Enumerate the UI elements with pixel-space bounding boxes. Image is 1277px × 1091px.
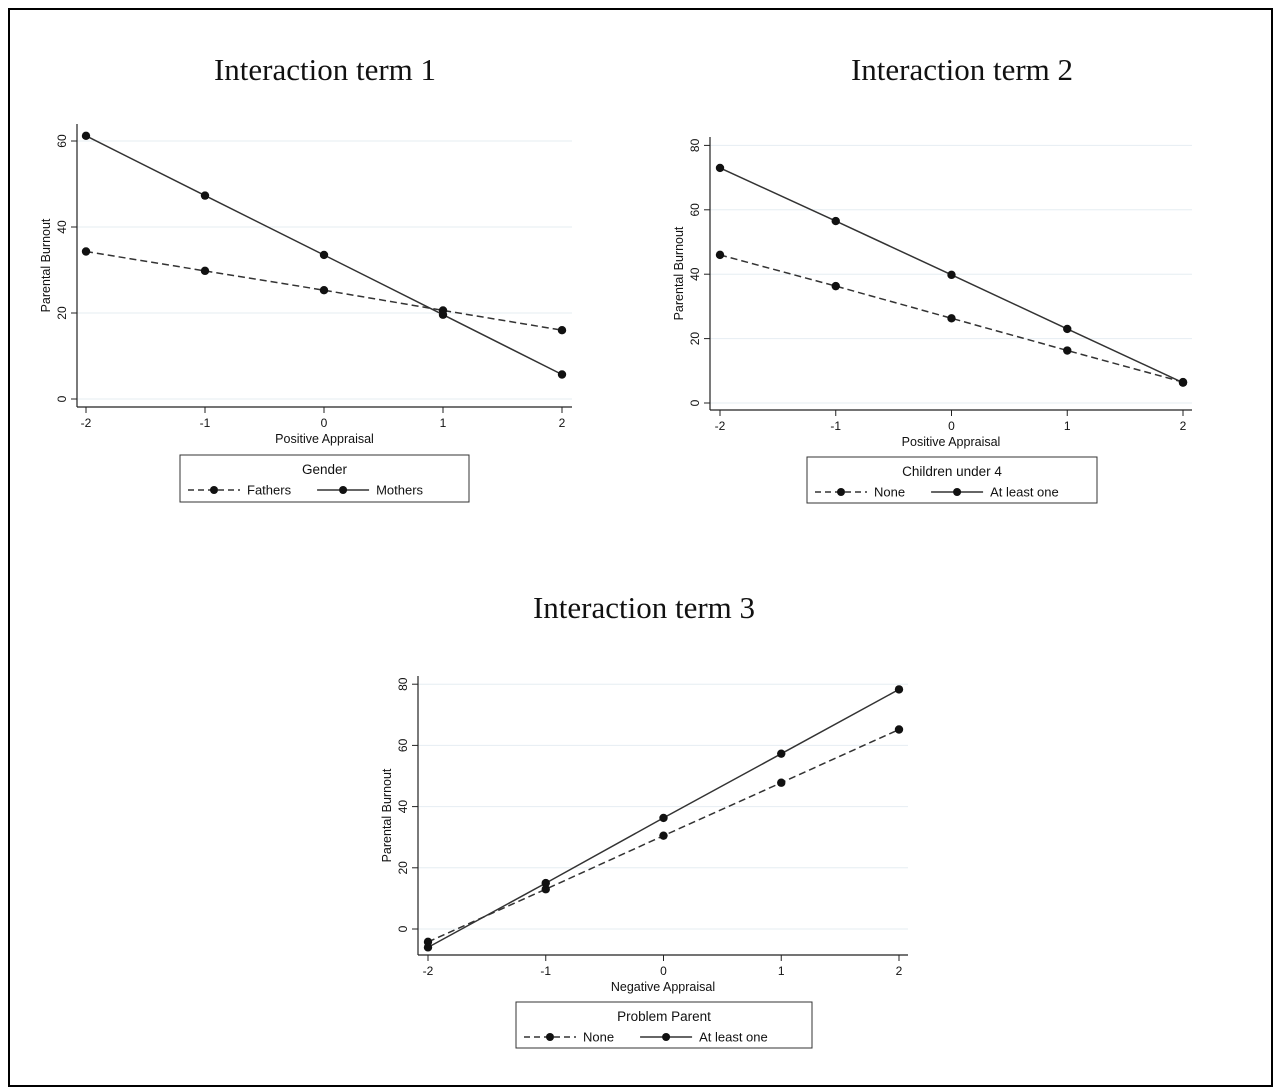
legend-key-marker <box>662 1033 671 1041</box>
legend-title: Gender <box>302 462 348 477</box>
y-tick-label: 80 <box>688 138 702 152</box>
x-tick-label: -1 <box>540 964 551 978</box>
legend: Gender Fathers Mothers <box>179 454 470 503</box>
y-tick-label: 40 <box>55 220 69 234</box>
data-point-at-least-one <box>947 270 956 280</box>
y-tick-label: 0 <box>688 399 702 406</box>
data-point-none <box>947 314 956 323</box>
legend-key-marker <box>546 1033 554 1041</box>
legend: Children under 4 None At least one <box>806 456 1098 504</box>
x-tick-label: 1 <box>440 416 447 430</box>
legend-box <box>806 456 1098 504</box>
data-point-at-least-one <box>423 943 433 952</box>
panel-1-title: Interaction term 1 <box>213 52 437 87</box>
data-point-none <box>831 281 840 291</box>
legend-title: Problem Parent <box>617 1009 711 1024</box>
legend-key-marker <box>953 488 962 496</box>
legend-label: At least one <box>990 485 1059 500</box>
x-axis-title: Positive Appraisal <box>275 432 374 446</box>
y-tick-label: 0 <box>396 925 410 932</box>
x-tick-label: 1 <box>778 964 785 978</box>
x-tick-label: 2 <box>896 964 903 978</box>
y-tick-label: 20 <box>688 332 702 346</box>
x-tick-label: 2 <box>1180 419 1187 433</box>
legend-key-marker <box>210 486 218 494</box>
data-point-at-least-one <box>541 878 550 888</box>
x-axis-title: Positive Appraisal <box>902 435 1001 449</box>
data-point-at-least-one <box>894 685 904 694</box>
y-axis-title: Parental Burnout <box>39 218 53 312</box>
data-point-none <box>894 725 904 734</box>
data-point-at-least-one <box>659 813 668 823</box>
x-tick-label: -2 <box>81 416 92 430</box>
legend-label: At least one <box>699 1030 768 1045</box>
y-tick-label: 60 <box>396 738 410 752</box>
y-axis-title: Parental Burnout <box>672 226 686 320</box>
data-point-none <box>715 250 725 260</box>
x-axis-title: Negative Appraisal <box>611 980 715 994</box>
data-point-mothers <box>319 250 329 260</box>
y-tick-label: 40 <box>396 800 410 814</box>
x-tick-label: 0 <box>321 416 328 430</box>
data-point-mothers <box>438 310 448 319</box>
y-tick-label: 20 <box>396 861 410 875</box>
data-point-fathers <box>200 266 210 276</box>
data-point-none <box>659 831 668 840</box>
y-axis-title: Parental Burnout <box>380 768 394 862</box>
data-point-fathers <box>81 247 91 256</box>
legend-key-marker <box>339 486 348 494</box>
data-point-fathers <box>319 286 329 295</box>
data-point-none <box>777 778 786 787</box>
legend-box <box>179 454 470 503</box>
y-tick-label: 0 <box>55 395 69 402</box>
x-tick-label: 1 <box>1064 419 1071 433</box>
series-line-none <box>719 254 1184 383</box>
y-tick-label: 20 <box>55 306 69 320</box>
panel-3-title: Interaction term 3 <box>532 590 756 625</box>
legend-title: Children under 4 <box>902 464 1002 479</box>
y-tick-label: 60 <box>55 134 69 148</box>
legend-label: None <box>583 1030 614 1045</box>
data-point-at-least-one <box>1063 324 1072 334</box>
legend-label: None <box>874 485 905 500</box>
x-tick-label: -1 <box>200 416 211 430</box>
x-tick-label: 2 <box>559 416 566 430</box>
y-tick-label: 40 <box>688 267 702 281</box>
x-tick-label: -2 <box>715 419 726 433</box>
data-point-mothers <box>200 191 210 200</box>
x-tick-label: -1 <box>830 419 841 433</box>
x-tick-label: -2 <box>423 964 434 978</box>
data-point-mothers <box>557 370 567 379</box>
series-line-fathers <box>85 250 563 331</box>
data-point-fathers <box>557 326 567 335</box>
legend-label: Mothers <box>376 483 423 498</box>
legend-key-marker <box>837 488 845 496</box>
data-point-at-least-one <box>777 749 786 758</box>
data-point-none <box>1063 346 1072 355</box>
y-tick-label: 60 <box>688 203 702 217</box>
data-point-at-least-one <box>1178 378 1188 387</box>
panel-2-title: Interaction term 2 <box>850 52 1074 87</box>
figure-frame <box>8 8 1273 1087</box>
data-point-at-least-one <box>715 163 725 173</box>
x-tick-label: 0 <box>948 419 955 433</box>
data-point-none <box>541 885 550 894</box>
y-tick-label: 80 <box>396 677 410 691</box>
x-tick-label: 0 <box>660 964 667 978</box>
data-point-at-least-one <box>831 216 840 226</box>
data-point-mothers <box>81 131 91 141</box>
legend-label: Fathers <box>247 483 292 498</box>
